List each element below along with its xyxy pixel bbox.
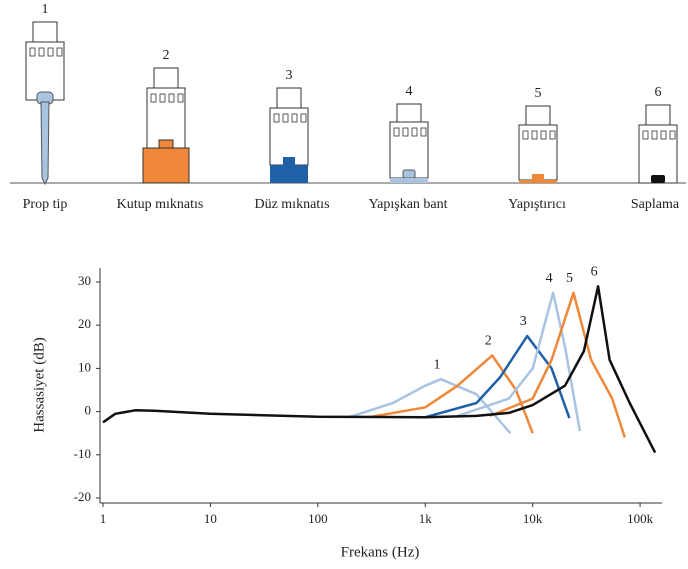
curve-label: 3: [520, 314, 527, 329]
y-tick-label: 10: [78, 359, 91, 374]
x-tick-label: 10: [204, 511, 217, 526]
mount-label: Kutup mıknatıs: [117, 197, 204, 212]
sensor-slot: [29, 47, 36, 57]
curve-label: 5: [566, 271, 573, 286]
curve-label: 2: [485, 334, 492, 349]
mount-number: 2: [163, 48, 170, 63]
sensor-slot: [56, 47, 63, 57]
sensor-slot: [38, 47, 45, 57]
x-tick-label: 10k: [523, 511, 543, 526]
sensor-slot: [177, 93, 184, 103]
y-tick-label: -10: [74, 446, 91, 461]
mount-number: 5: [535, 86, 542, 101]
sensor-body: [25, 41, 65, 101]
x-tick-label: 1k: [419, 511, 433, 526]
sensor-body: [269, 107, 309, 166]
sensor-slot: [522, 130, 529, 140]
y-tick-label: 20: [78, 316, 91, 331]
sensor-body: [518, 124, 558, 181]
curve-label: 4: [546, 271, 553, 286]
x-axis-title: Frekans (Hz): [341, 544, 420, 560]
glue: [519, 180, 557, 183]
sensor-slot: [282, 113, 289, 123]
y-tick-label: 0: [85, 403, 92, 418]
sensor-slot: [291, 113, 298, 123]
sensor-body: [389, 121, 429, 179]
mount-number: 1: [42, 2, 49, 17]
sensor-slot: [549, 130, 556, 140]
mount-number: 6: [655, 85, 662, 100]
tape-knob: [402, 169, 416, 179]
y-tick-label: 30: [78, 273, 91, 288]
sensor-slot: [531, 130, 538, 140]
sensor-slot: [669, 130, 676, 140]
x-tick-label: 100: [308, 511, 328, 526]
curve: [102, 285, 657, 454]
probe-stick: [40, 101, 50, 186]
sensor-slot: [393, 127, 400, 137]
curve-label: 6: [591, 265, 598, 280]
y-tick-label: -20: [74, 489, 91, 504]
y-axis-title: Hassasiyet (dB): [31, 337, 47, 432]
mount-label: Saplama: [631, 197, 680, 212]
curve: [349, 377, 512, 435]
magnet: [142, 147, 190, 184]
tape: [390, 178, 428, 183]
mount-number: 4: [406, 84, 413, 99]
sensor-slot: [411, 127, 418, 137]
curve: [424, 334, 571, 419]
sensor-body: [146, 87, 186, 149]
magnet-knob: [158, 139, 174, 149]
x-tick-label: 100k: [627, 511, 654, 526]
sensor-cap: [276, 87, 302, 109]
sensor-cap: [645, 104, 671, 126]
curve: [489, 291, 626, 438]
mount-label: Yapıştırıcı: [508, 197, 566, 212]
mount-number: 3: [286, 68, 293, 83]
sensor-slot: [168, 93, 175, 103]
magnet: [270, 165, 308, 183]
sensor-slot: [159, 93, 166, 103]
sensor-slot: [540, 130, 547, 140]
mount-label: Prop tip: [23, 197, 68, 212]
sensor-slot: [47, 47, 54, 57]
curve: [457, 291, 582, 432]
x-tick-label: 1: [100, 511, 107, 526]
sensor-slot: [660, 130, 667, 140]
sensor-cap: [396, 103, 422, 123]
magnet-knob: [283, 157, 295, 165]
stud: [651, 175, 665, 183]
curve: [368, 354, 534, 434]
sensor-slot: [150, 93, 157, 103]
sensor-slot: [273, 113, 280, 123]
sensor-cap: [153, 67, 179, 89]
sensor-body: [638, 124, 678, 184]
curve-label: 1: [433, 357, 440, 372]
sensor-cap: [32, 21, 58, 43]
mount-label: Düz mıknatıs: [254, 197, 329, 212]
sensor-slot: [402, 127, 409, 137]
glue-knob: [532, 174, 544, 180]
sensor-cap: [525, 105, 551, 126]
sensor-slot: [651, 130, 658, 140]
sensor-slot: [300, 113, 307, 123]
sensor-slot: [420, 127, 427, 137]
mount-label: Yapışkan bant: [368, 197, 447, 212]
sensor-slot: [642, 130, 649, 140]
